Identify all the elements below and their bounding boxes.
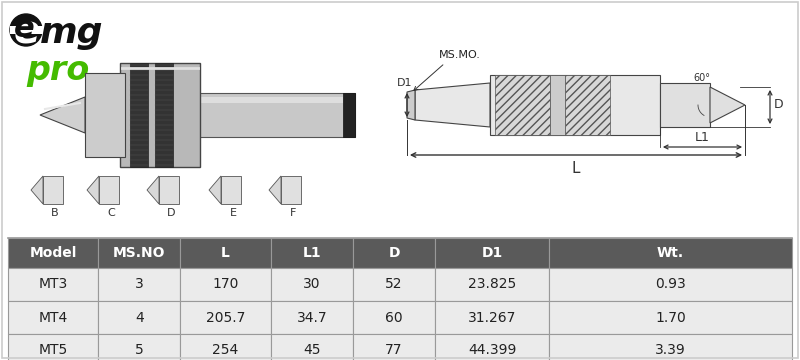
Bar xyxy=(160,97,343,103)
Text: D1: D1 xyxy=(398,78,413,88)
Text: L1: L1 xyxy=(302,246,321,260)
Text: 30: 30 xyxy=(303,278,321,292)
Bar xyxy=(353,268,435,301)
Text: 31.267: 31.267 xyxy=(468,310,516,324)
Text: L: L xyxy=(221,246,230,260)
Bar xyxy=(98,334,181,360)
Bar xyxy=(155,63,173,167)
Bar xyxy=(549,238,792,268)
Text: MT3: MT3 xyxy=(38,278,68,292)
Polygon shape xyxy=(407,90,415,120)
Bar xyxy=(8,301,98,334)
Text: L: L xyxy=(572,161,580,176)
Polygon shape xyxy=(147,176,159,204)
Bar xyxy=(181,268,270,301)
Text: F: F xyxy=(290,208,296,218)
Text: mg: mg xyxy=(40,16,103,50)
Text: 3: 3 xyxy=(135,278,144,292)
Bar xyxy=(98,301,181,334)
Text: e: e xyxy=(14,14,34,43)
Text: MT5: MT5 xyxy=(38,343,68,357)
Bar xyxy=(98,238,181,268)
Text: 170: 170 xyxy=(212,278,238,292)
Text: 34.7: 34.7 xyxy=(297,310,327,324)
Bar xyxy=(495,75,550,135)
Text: 0.93: 0.93 xyxy=(655,278,686,292)
Text: 254: 254 xyxy=(213,343,238,357)
Text: 1.70: 1.70 xyxy=(655,310,686,324)
Bar xyxy=(130,63,148,167)
Bar xyxy=(43,176,63,204)
Text: 60°: 60° xyxy=(694,73,710,83)
Bar xyxy=(435,301,549,334)
Polygon shape xyxy=(415,83,490,127)
Bar xyxy=(99,176,119,204)
Bar xyxy=(8,334,98,360)
Text: D: D xyxy=(388,246,400,260)
Text: L1: L1 xyxy=(695,131,710,144)
Text: 77: 77 xyxy=(386,343,403,357)
Polygon shape xyxy=(209,176,221,204)
Bar xyxy=(549,334,792,360)
Bar xyxy=(490,75,660,135)
Text: B: B xyxy=(51,208,59,218)
Bar xyxy=(353,334,435,360)
Bar xyxy=(181,301,270,334)
Text: Model: Model xyxy=(30,246,77,260)
Bar xyxy=(353,238,435,268)
Bar xyxy=(270,238,353,268)
Text: E: E xyxy=(230,208,237,218)
Bar xyxy=(8,268,98,301)
Bar xyxy=(550,75,565,135)
Text: 45: 45 xyxy=(303,343,321,357)
Bar xyxy=(270,334,353,360)
Bar xyxy=(435,268,549,301)
Text: 44.399: 44.399 xyxy=(468,343,516,357)
Bar xyxy=(549,301,792,334)
Bar xyxy=(435,238,549,268)
Text: 4: 4 xyxy=(135,310,144,324)
Bar xyxy=(343,93,355,137)
Bar xyxy=(120,63,200,167)
Bar xyxy=(159,176,179,204)
Bar xyxy=(98,268,181,301)
Polygon shape xyxy=(269,176,281,204)
Bar xyxy=(565,75,610,135)
Text: Wt.: Wt. xyxy=(657,246,684,260)
Text: pro: pro xyxy=(26,54,90,87)
Bar xyxy=(181,334,270,360)
Bar xyxy=(660,83,710,127)
Text: 60: 60 xyxy=(386,310,403,324)
Bar xyxy=(353,301,435,334)
Polygon shape xyxy=(160,93,355,137)
Bar xyxy=(181,238,270,268)
Polygon shape xyxy=(87,176,99,204)
Polygon shape xyxy=(40,97,85,133)
Bar xyxy=(85,73,125,157)
Bar xyxy=(281,176,301,204)
Text: D: D xyxy=(774,99,784,112)
Text: 3.39: 3.39 xyxy=(655,343,686,357)
Text: MS.NO: MS.NO xyxy=(113,246,166,260)
Text: 205.7: 205.7 xyxy=(206,310,246,324)
Bar xyxy=(549,268,792,301)
Bar xyxy=(270,268,353,301)
Bar xyxy=(10,26,44,34)
Polygon shape xyxy=(710,87,745,123)
Text: D1: D1 xyxy=(482,246,502,260)
Text: 23.825: 23.825 xyxy=(468,278,516,292)
Text: D: D xyxy=(166,208,175,218)
Circle shape xyxy=(10,14,42,46)
Bar xyxy=(8,238,98,268)
Text: 5: 5 xyxy=(135,343,144,357)
Bar xyxy=(435,334,549,360)
Text: MT4: MT4 xyxy=(38,310,68,324)
Text: 52: 52 xyxy=(386,278,403,292)
Text: MS.MO.: MS.MO. xyxy=(439,50,481,60)
Text: e: e xyxy=(14,14,40,52)
Bar xyxy=(270,301,353,334)
Bar xyxy=(221,176,241,204)
Polygon shape xyxy=(31,176,43,204)
Text: C: C xyxy=(107,208,115,218)
